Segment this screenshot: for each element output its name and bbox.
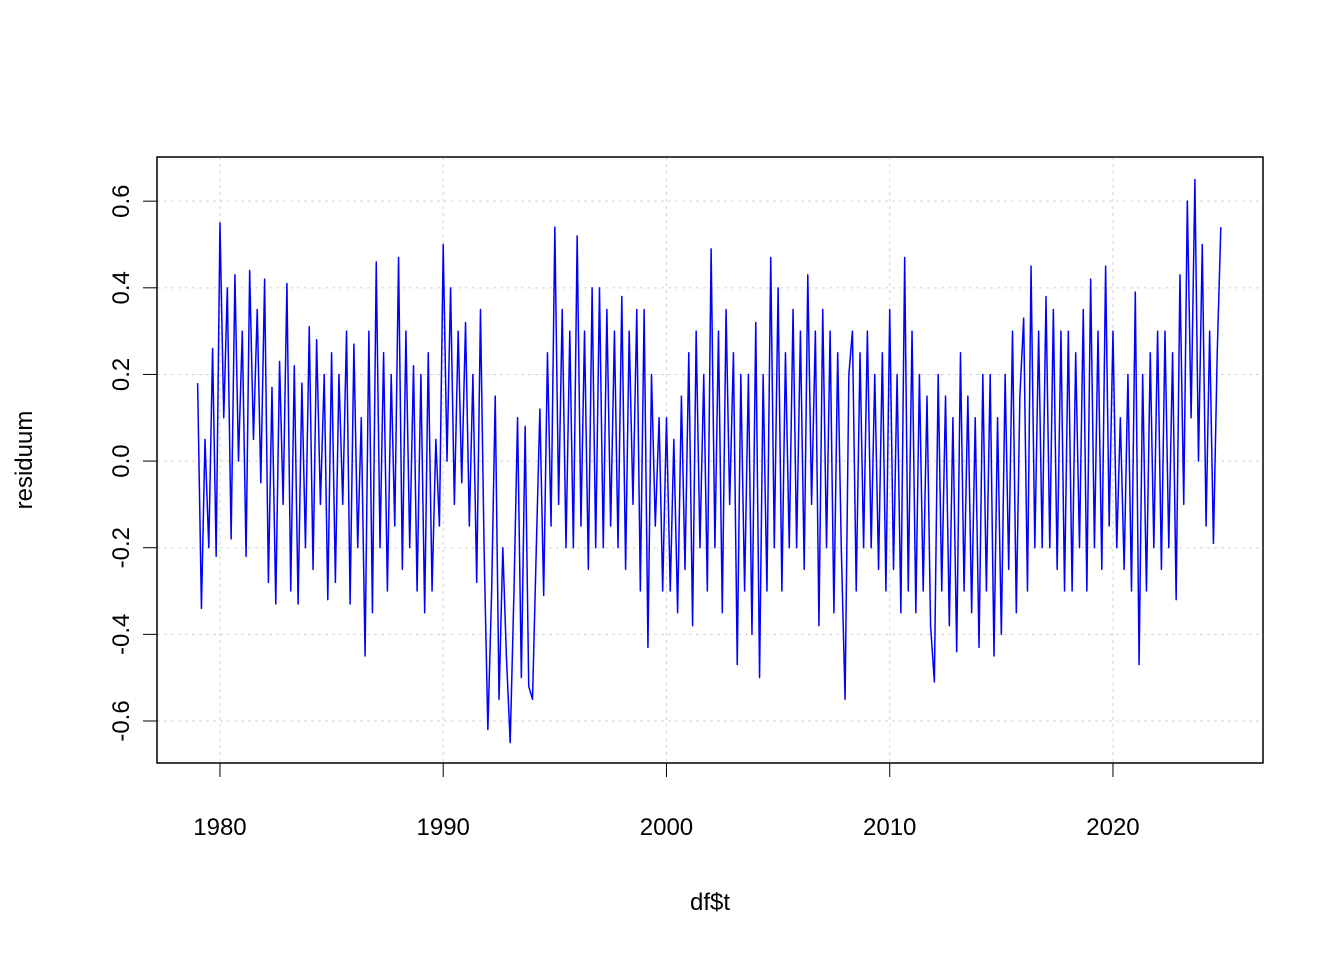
- y-tick-label: -0.6: [108, 700, 135, 741]
- x-tick-label: 2020: [1086, 814, 1139, 841]
- y-axis-label: residuum: [11, 411, 38, 510]
- data-line: [196, 178, 1222, 744]
- y-tick-label: 0.0: [108, 444, 135, 477]
- y-tick-label: 0.4: [108, 271, 135, 304]
- y-tick-label: 0.6: [108, 184, 135, 217]
- x-tick-label: 1980: [193, 814, 246, 841]
- y-tick-label: -0.2: [108, 527, 135, 568]
- plot-frame: [156, 156, 1264, 764]
- x-tick-label: 1990: [417, 814, 470, 841]
- x-axis-label: df$t: [690, 889, 730, 916]
- y-tick-label: -0.4: [108, 614, 135, 655]
- y-tick-label: 0.2: [108, 358, 135, 391]
- x-tick-label: 2000: [640, 814, 693, 841]
- x-tick-label: 2010: [863, 814, 916, 841]
